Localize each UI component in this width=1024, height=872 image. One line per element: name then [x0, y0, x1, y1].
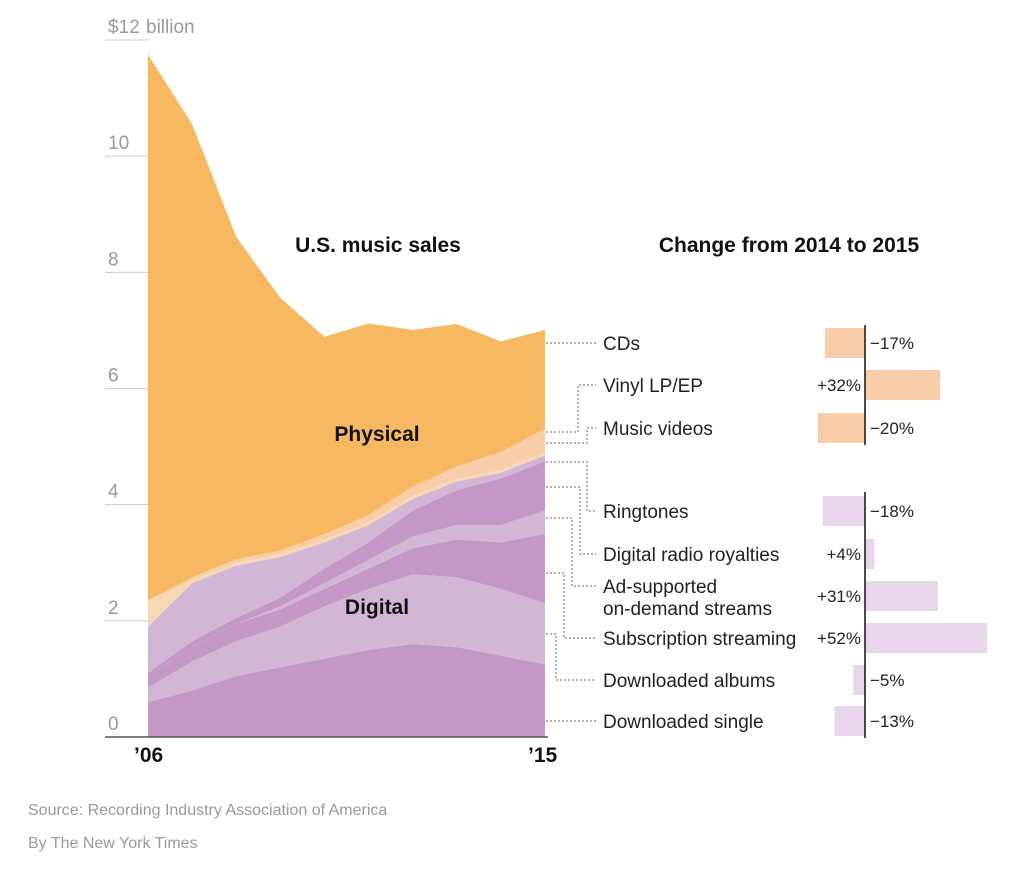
- change-bar: [853, 665, 865, 695]
- connector-line: [546, 427, 596, 444]
- y-tick-label: 8: [108, 249, 119, 270]
- category-label: Ringtones: [603, 502, 689, 523]
- change-value-label: −20%: [870, 419, 914, 438]
- connector-line: [546, 461, 596, 512]
- category-label: Music videos: [603, 419, 713, 440]
- connector-line: [546, 633, 596, 681]
- change-bar: [825, 328, 865, 358]
- connector-line: [546, 572, 596, 639]
- y-tick-label: 0: [108, 714, 119, 735]
- y-tick-label: 4: [108, 482, 119, 503]
- y-tick-label: 6: [108, 366, 119, 387]
- change-value-label: −17%: [870, 334, 914, 353]
- x-axis: ’06 ’15: [105, 736, 558, 767]
- connector-line: [546, 517, 596, 587]
- connector-line: [546, 384, 596, 433]
- category-label: Ad-supported on-demand streams: [603, 577, 772, 620]
- change-bar: [865, 581, 938, 611]
- area-digital-radio-royalties: [148, 461, 545, 677]
- x-tick-label: ’15: [528, 744, 558, 767]
- change-value-label: −18%: [870, 502, 914, 521]
- y-tick-label: 2: [108, 598, 119, 619]
- category-label: Downloaded albums: [603, 671, 775, 692]
- y-tick-label: 10: [108, 133, 129, 154]
- area-downloaded-single: [148, 644, 545, 737]
- change-value-label: −13%: [870, 712, 914, 731]
- category-label: Digital radio royalties: [603, 545, 779, 566]
- source-note: Source: Recording Industry Association o…: [28, 802, 387, 819]
- change-bar: [865, 370, 941, 400]
- change-bar: [818, 413, 865, 443]
- change-value-label: +31%: [817, 587, 861, 606]
- change-bar: [865, 539, 875, 569]
- area-ad-supported-on-demand-streams: [148, 510, 545, 677]
- stacked-areas: [148, 54, 545, 737]
- area-downloaded-albums: [148, 574, 545, 703]
- change-bars: −17% +32% −20% −18% +4% +31% +52% −5% −13%: [817, 328, 988, 736]
- change-bar: [865, 623, 988, 653]
- category-label: CDs: [603, 334, 640, 355]
- category-label: Vinyl LP/EP: [603, 376, 703, 397]
- change-bar: [822, 496, 865, 526]
- credit-note: By The New York Times: [28, 835, 198, 852]
- change-value-label: +4%: [827, 545, 862, 564]
- area-chart-title: U.S. music sales: [295, 234, 461, 257]
- x-tick-label: ’06: [134, 744, 163, 767]
- physical-group-label: Physical: [334, 423, 419, 446]
- area-vinyl-lp-ep: [148, 428, 545, 601]
- change-bar: [834, 706, 865, 736]
- change-value-label: +52%: [817, 629, 861, 648]
- area-music-videos: [148, 452, 545, 627]
- area-cds: [148, 54, 545, 601]
- digital-group-label: Digital: [345, 596, 409, 619]
- category-label: Downloaded single: [603, 712, 764, 733]
- category-labels: CDs Vinyl LP/EP Music videos Ringtones Digit…: [603, 334, 796, 733]
- label-connectors: [546, 342, 596, 722]
- change-value-label: −5%: [870, 671, 905, 690]
- area-subscription-streaming: [148, 533, 545, 688]
- y-unit-label: billion: [146, 17, 195, 38]
- category-label: Subscription streaming: [603, 629, 796, 650]
- change-value-label: +32%: [817, 376, 861, 395]
- y-tick-label: $12: [108, 17, 140, 38]
- change-chart-title: Change from 2014 to 2015: [659, 234, 920, 257]
- connector-line: [546, 486, 596, 555]
